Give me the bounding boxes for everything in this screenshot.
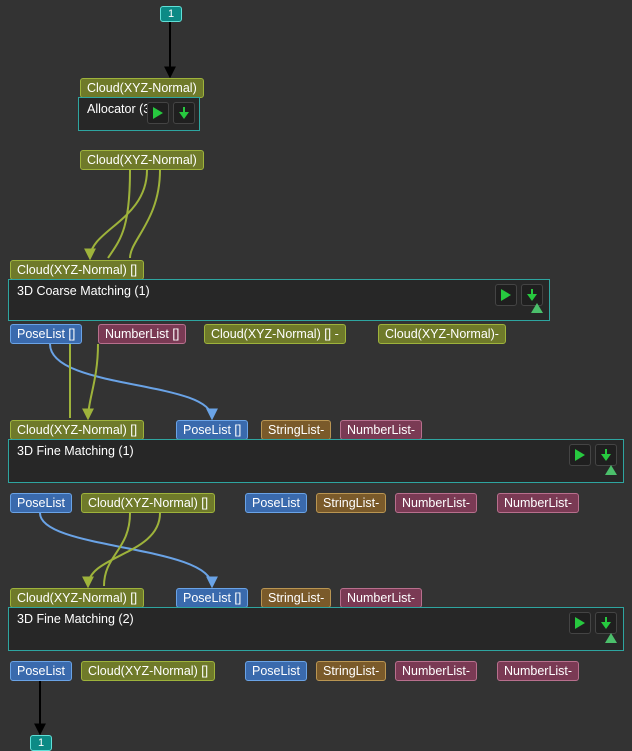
fine1-out-port-3[interactable]: StringList- xyxy=(316,493,386,513)
coarse-input-port[interactable]: Cloud(XYZ-Normal) [] xyxy=(10,260,144,280)
fine2-out-port-5[interactable]: NumberList- xyxy=(497,661,579,681)
allocator-input-port[interactable]: Cloud(XYZ-Normal) xyxy=(80,78,204,98)
port-label: PoseList xyxy=(17,664,65,678)
port-label: Cloud(XYZ-Normal) [] xyxy=(88,664,208,678)
fine1-in-port-0[interactable]: Cloud(XYZ-Normal) [] xyxy=(10,420,144,440)
port-label: NumberList [] xyxy=(105,327,179,341)
fine1-out-port-0[interactable]: PoseList xyxy=(10,493,72,513)
port-label: PoseList xyxy=(252,496,300,510)
port-label: Cloud(XYZ-Normal) [] xyxy=(17,591,137,605)
graph-input-port[interactable]: 1 xyxy=(160,6,182,22)
port-label: NumberList- xyxy=(402,496,470,510)
coarse-out-port-3[interactable]: Cloud(XYZ-Normal)- xyxy=(378,324,506,344)
port-label: PoseList [] xyxy=(183,591,241,605)
port-label: PoseList xyxy=(17,496,65,510)
port-label: Cloud(XYZ-Normal) xyxy=(87,153,197,167)
port-label: PoseList [] xyxy=(183,423,241,437)
step-icon[interactable] xyxy=(173,102,195,124)
fine1-out-port-1[interactable]: Cloud(XYZ-Normal) [] xyxy=(81,493,215,513)
fine2-in-port-0[interactable]: Cloud(XYZ-Normal) [] xyxy=(10,588,144,608)
allocator-node[interactable]: Allocator (3) xyxy=(78,97,200,131)
fine2-in-port-1[interactable]: PoseList [] xyxy=(176,588,248,608)
play-icon[interactable] xyxy=(495,284,517,306)
fine1-in-port-1[interactable]: PoseList [] xyxy=(176,420,248,440)
fine2-title: 3D Fine Matching (2) xyxy=(9,608,623,630)
coarse-out-port-1[interactable]: NumberList [] xyxy=(98,324,186,344)
port-label: Cloud(XYZ-Normal) [] - xyxy=(211,327,339,341)
allocator-output-port[interactable]: Cloud(XYZ-Normal) xyxy=(80,150,204,170)
port-label: Cloud(XYZ-Normal) [] xyxy=(88,496,208,510)
port-label: StringList- xyxy=(268,591,324,605)
fine2-out-port-2[interactable]: PoseList xyxy=(245,661,307,681)
fine2-in-port-3[interactable]: NumberList- xyxy=(340,588,422,608)
port-label: NumberList- xyxy=(347,423,415,437)
port-label: StringList- xyxy=(323,664,379,678)
port-label: Cloud(XYZ-Normal) [] xyxy=(17,263,137,277)
fine1-out-port-4[interactable]: NumberList- xyxy=(395,493,477,513)
play-icon[interactable] xyxy=(569,444,591,466)
port-label: PoseList [] xyxy=(17,327,75,341)
port-label: NumberList- xyxy=(504,664,572,678)
port-label: NumberList- xyxy=(504,496,572,510)
fine-matching-1-node[interactable]: 3D Fine Matching (1) xyxy=(8,439,624,483)
fine-matching-2-node[interactable]: 3D Fine Matching (2) xyxy=(8,607,624,651)
fine2-out-port-3[interactable]: StringList- xyxy=(316,661,386,681)
fine2-out-port-0[interactable]: PoseList xyxy=(10,661,72,681)
fine1-out-port-2[interactable]: PoseList xyxy=(245,493,307,513)
port-label: PoseList xyxy=(252,664,300,678)
play-icon[interactable] xyxy=(569,612,591,634)
port-label: Cloud(XYZ-Normal) xyxy=(87,81,197,95)
step-icon[interactable] xyxy=(595,612,617,634)
graph-input-label: 1 xyxy=(168,8,174,20)
port-label: NumberList- xyxy=(347,591,415,605)
fine2-out-port-4[interactable]: NumberList- xyxy=(395,661,477,681)
port-label: Cloud(XYZ-Normal) [] xyxy=(17,423,137,437)
port-label: StringList- xyxy=(268,423,324,437)
fine2-out-port-1[interactable]: Cloud(XYZ-Normal) [] xyxy=(81,661,215,681)
play-icon[interactable] xyxy=(147,102,169,124)
fine2-in-port-2[interactable]: StringList- xyxy=(261,588,331,608)
coarse-out-port-0[interactable]: PoseList [] xyxy=(10,324,82,344)
detail-icon[interactable] xyxy=(605,632,617,646)
detail-icon[interactable] xyxy=(605,464,617,478)
coarse-out-port-2[interactable]: Cloud(XYZ-Normal) [] - xyxy=(204,324,346,344)
port-label: NumberList- xyxy=(402,664,470,678)
coarse-title: 3D Coarse Matching (1) xyxy=(9,280,549,302)
fine1-title: 3D Fine Matching (1) xyxy=(9,440,623,462)
port-label: Cloud(XYZ-Normal)- xyxy=(385,327,499,341)
step-icon[interactable] xyxy=(595,444,617,466)
fine1-in-port-2[interactable]: StringList- xyxy=(261,420,331,440)
graph-output-label: 1 xyxy=(38,737,44,749)
port-label: StringList- xyxy=(323,496,379,510)
fine1-out-port-5[interactable]: NumberList- xyxy=(497,493,579,513)
fine1-in-port-3[interactable]: NumberList- xyxy=(340,420,422,440)
detail-icon[interactable] xyxy=(531,302,543,316)
coarse-matching-node[interactable]: 3D Coarse Matching (1) xyxy=(8,279,550,321)
